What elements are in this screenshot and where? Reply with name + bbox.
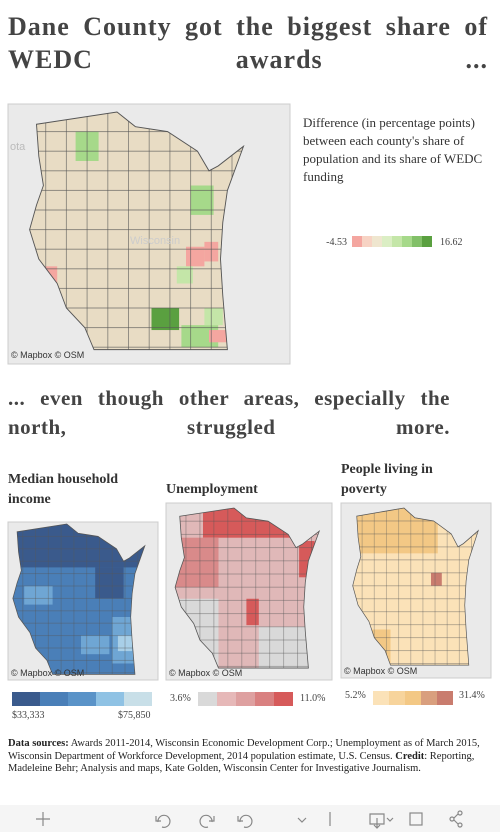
credit-text: : Reporting, Madeleine Behr; Analysis an…: [8, 750, 475, 775]
legend-swatches: [373, 691, 453, 705]
subtitle-text: ... even though other areas, especially …: [8, 386, 450, 439]
attribution: © Mapbox © OSM: [11, 668, 84, 678]
title-text: Dane County got the biggest share of WED…: [8, 12, 488, 74]
toolbar: [0, 805, 500, 832]
attribution: © Mapbox © OSM: [11, 350, 84, 360]
map-title: Median household income: [8, 472, 119, 507]
attribution: © Mapbox © OSM: [169, 668, 242, 678]
credit-label: Credit: [395, 750, 425, 762]
legend-swatches: [352, 236, 432, 247]
legend-min: 5.2%: [345, 690, 366, 701]
map-label: ota: [10, 141, 26, 153]
legend-text: Difference (in percentage points) betwee…: [303, 115, 483, 184]
map-title: People living in poverty: [341, 462, 433, 497]
legend-min: $33,333: [12, 710, 45, 721]
sources-label: Data sources:: [8, 738, 69, 749]
title: Dane County got the biggest share of WED…: [8, 10, 487, 76]
legend-swatches: [12, 692, 152, 706]
map-title: Unemployment: [166, 482, 258, 497]
attribution: © Mapbox © OSM: [344, 666, 417, 676]
legend-min: 3.6%: [170, 693, 191, 704]
legend-swatches: [198, 692, 293, 706]
toolbar-icons[interactable]: [36, 810, 463, 829]
sources: Data sources: Awards 2011-2014, Wisconsi…: [8, 738, 490, 776]
sources-text: Awards 2011-2014, Wisconsin Economic Dev…: [8, 738, 480, 762]
legend-min: -4.53: [326, 237, 347, 248]
legend-max: $75,850: [118, 710, 151, 721]
legend-max: 31.4%: [459, 690, 485, 701]
map-label: Wisconsin: [130, 235, 180, 247]
subtitle: ... even though other areas, especially …: [8, 384, 450, 442]
legend-max: 16.62: [440, 237, 463, 248]
legend-max: 11.0%: [300, 693, 326, 704]
